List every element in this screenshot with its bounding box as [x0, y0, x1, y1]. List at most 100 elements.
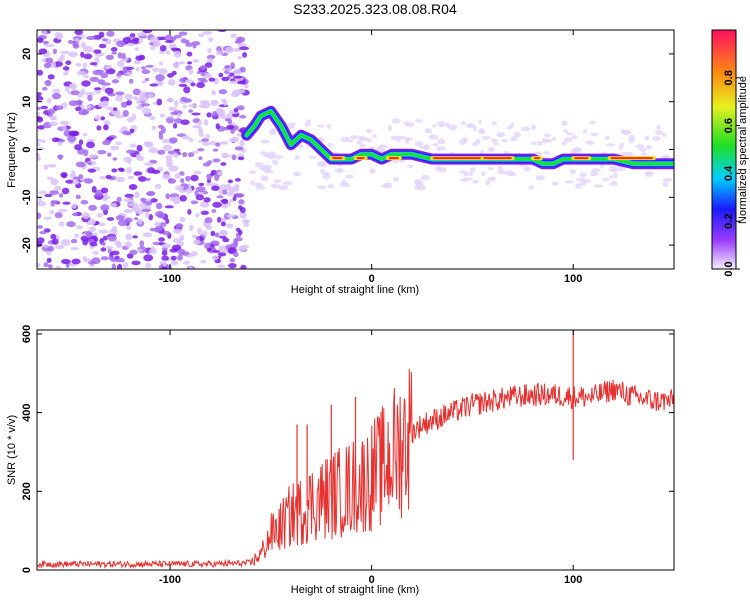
noise-speck [206, 222, 212, 229]
noise-speck [142, 30, 153, 34]
noise-speck [220, 162, 227, 166]
noise-speck [62, 66, 70, 71]
noise-speck [49, 121, 58, 127]
noise-speck [212, 250, 221, 253]
noise-speck [129, 249, 138, 255]
noise-speck [37, 142, 41, 147]
band-speck [621, 129, 632, 136]
noise-speck [155, 202, 163, 210]
noise-speck [44, 79, 52, 87]
noise-speck [129, 143, 137, 148]
noise-speck [41, 139, 46, 143]
noise-speck [37, 154, 41, 161]
noise-speck [141, 80, 147, 84]
noise-speck [122, 110, 129, 117]
noise-speck [167, 178, 177, 184]
noise-speck [195, 186, 206, 193]
noise-speck [174, 118, 183, 124]
noise-speck [68, 39, 73, 45]
noise-speck [111, 51, 117, 55]
band-speck [320, 169, 325, 174]
noise-speck [75, 106, 82, 112]
noise-speck [172, 244, 182, 251]
noise-speck [131, 260, 141, 266]
noise-speck [238, 205, 243, 210]
noise-speck [135, 153, 142, 161]
noise-speck [141, 103, 150, 107]
band-speck [635, 144, 645, 149]
noise-speck [232, 196, 237, 202]
noise-speck [204, 73, 212, 79]
noise-speck [149, 115, 156, 121]
noise-speck [65, 179, 75, 184]
band-speck [492, 142, 499, 146]
noise-speck [242, 52, 248, 58]
noise-speck [175, 185, 184, 191]
noise-speck [239, 46, 250, 51]
noise-speck [199, 201, 210, 208]
noise-speck [161, 266, 168, 269]
band-speck [273, 179, 282, 183]
band-speck [405, 138, 410, 145]
noise-speck [167, 79, 176, 86]
noise-speck [218, 235, 227, 239]
colorbar-tick-label: 0.8 [723, 70, 735, 85]
band-speck [510, 136, 518, 142]
noise-speck [220, 98, 227, 103]
noise-speck [195, 194, 204, 201]
noise-speck [87, 94, 93, 102]
band-speck [661, 132, 667, 137]
noise-speck [170, 111, 179, 116]
noise-speck [198, 33, 205, 38]
noise-speck [88, 226, 96, 233]
band-speck [579, 172, 587, 178]
band-speck [308, 155, 317, 159]
noise-speck [166, 50, 171, 55]
band-speck [369, 168, 376, 174]
noise-speck [217, 264, 226, 268]
band-speck [506, 125, 513, 130]
noise-speck [204, 62, 213, 68]
noise-speck [148, 214, 153, 221]
noise-speck [207, 48, 212, 54]
noise-speck [183, 86, 191, 94]
band-speck [520, 126, 531, 132]
band-speck [646, 144, 652, 150]
noise-speck [233, 107, 239, 113]
noise-speck [70, 246, 79, 251]
noise-speck [131, 113, 137, 120]
noise-speck [50, 116, 58, 121]
noise-speck [123, 198, 133, 202]
colorbar-tick-label: 0.2 [723, 214, 735, 229]
noise-speck [68, 130, 78, 137]
noise-speck [71, 203, 77, 209]
noise-speck [76, 99, 83, 107]
noise-speck [80, 235, 89, 242]
noise-speck [45, 57, 54, 64]
noise-speck [134, 47, 139, 51]
noise-speck [164, 205, 174, 209]
noise-speck [52, 88, 61, 93]
band-speck [278, 185, 289, 191]
band-speck [475, 139, 481, 145]
noise-speck [74, 144, 82, 151]
noise-speck [42, 30, 48, 36]
noise-speck [188, 68, 194, 75]
noise-speck [211, 185, 220, 191]
noise-speck [37, 95, 44, 101]
noise-speck [219, 188, 224, 195]
noise-speck [37, 138, 43, 143]
noise-speck [193, 239, 201, 245]
noise-speck [187, 152, 195, 158]
noise-speck [96, 212, 104, 218]
band-speck [565, 132, 574, 136]
noise-speck [47, 98, 52, 104]
noise-speck [177, 254, 183, 261]
band-speck [265, 169, 274, 174]
noise-speck [132, 235, 138, 239]
band-speck [470, 167, 476, 173]
band-speck [420, 174, 430, 181]
noise-speck [145, 64, 154, 68]
noise-speck [210, 101, 219, 106]
noise-speck [101, 38, 108, 42]
